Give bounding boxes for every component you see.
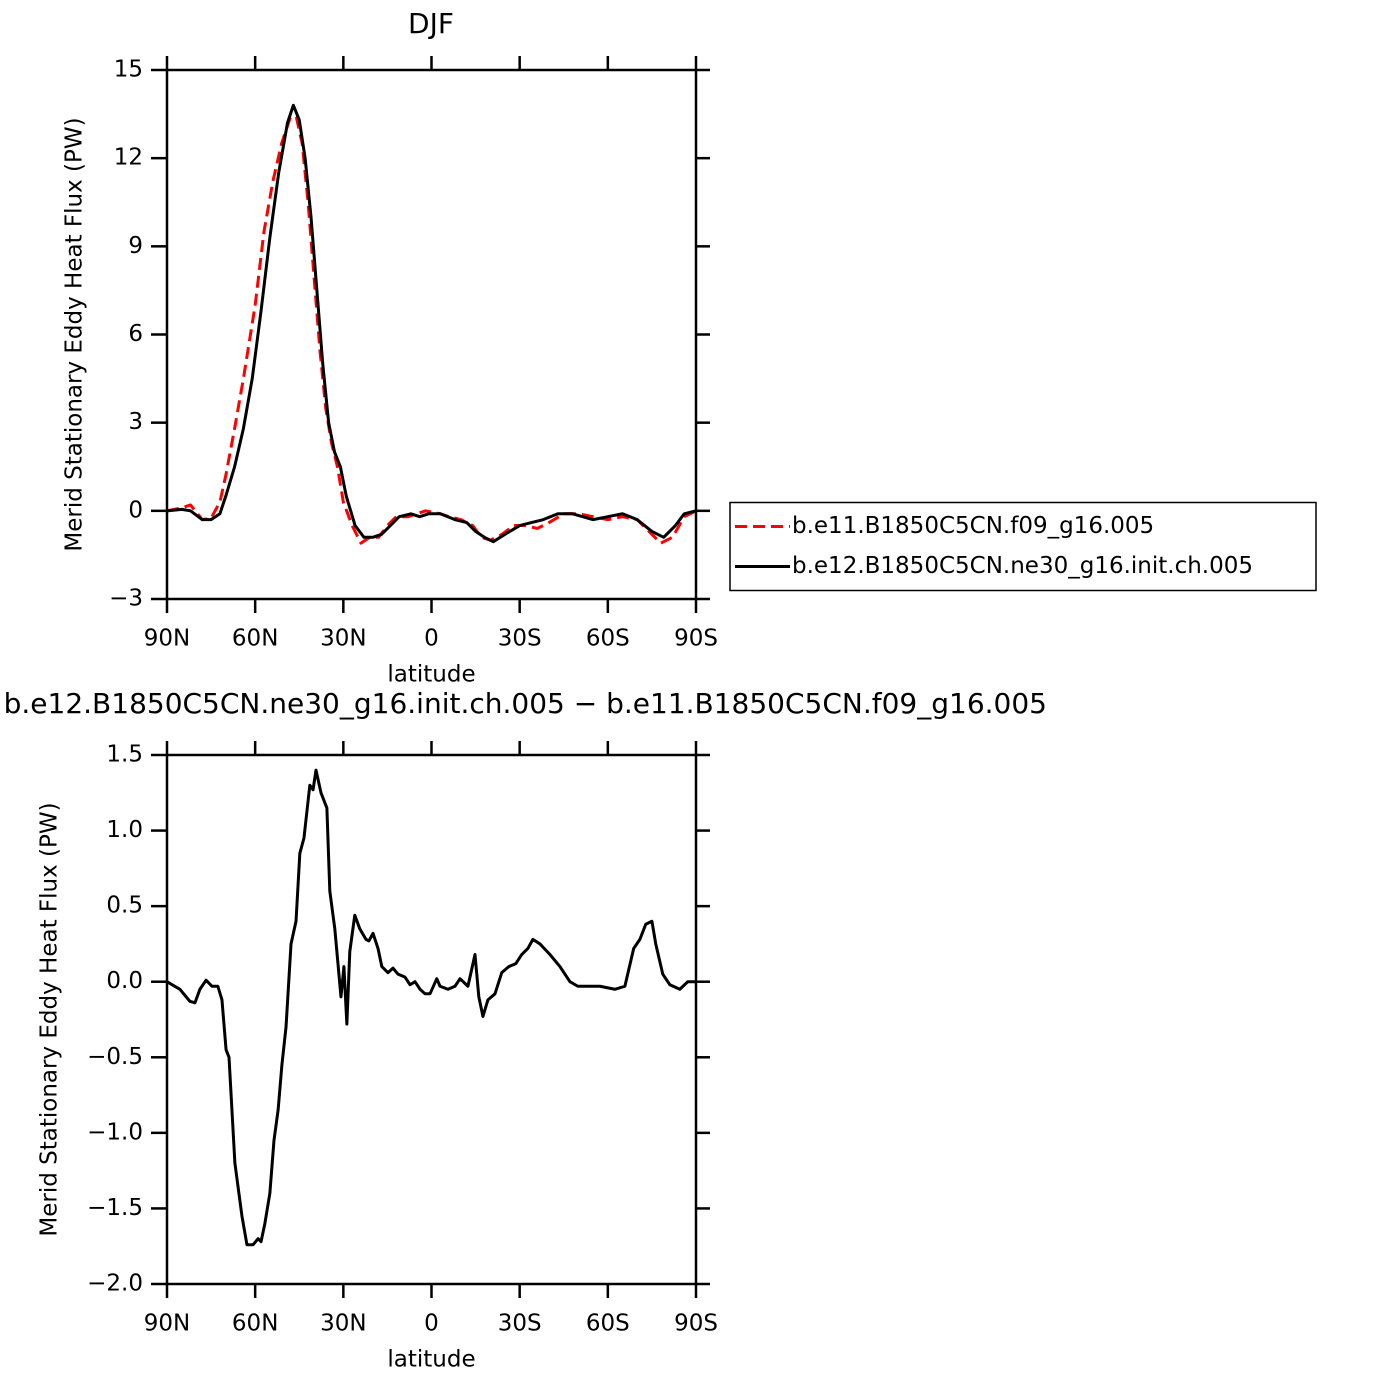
x-tick-label: 60S [586,1311,630,1337]
x-axis-label: latitude [387,662,475,688]
y-tick-label: 0 [128,497,143,523]
x-tick-label: 90N [144,626,190,652]
x-tick-label: 60S [586,626,630,652]
y-tick-label: 0.5 [106,893,143,919]
x-tick-label: 90S [674,626,718,652]
x-tick-label: 0 [424,1311,439,1337]
y-tick-label: 12 [114,145,143,171]
legend-box [729,501,1317,592]
x-tick-label: 0 [424,626,439,652]
legend-label: b.e11.B1850C5CN.f09_g16.005 [792,513,1154,539]
x-tick-label: 60N [232,1311,278,1337]
plot-frame [165,753,698,1286]
chart-title: DJF [408,7,454,40]
y-tick-label: 9 [128,233,143,259]
y-tick-label: −0.5 [87,1044,143,1070]
x-tick-label: 30S [498,1311,542,1337]
y-tick-label: 6 [128,321,143,347]
x-tick-label: 30N [320,626,366,652]
data-line [166,103,697,544]
legend-label: b.e12.B1850C5CN.ne30_g16.init.ch.005 [792,553,1253,579]
x-tick-label: 90N [144,1311,190,1337]
x-tick-label: 90S [674,1311,718,1337]
y-axis-label: Merid Stationary Eddy Heat Flux (PW) [37,802,63,1236]
y-tick-label: 1.0 [106,817,143,843]
y-tick-label: 3 [128,409,143,435]
x-tick-label: 30S [498,626,542,652]
chart-title: b.e12.B1850C5CN.ne30_g16.init.ch.005 − b… [4,687,1047,720]
x-tick-label: 60N [232,626,278,652]
plot-frame [165,68,698,601]
x-tick-label: 30N [320,1311,366,1337]
y-tick-label: 1.5 [106,742,143,768]
y-tick-label: 0.0 [106,968,143,994]
y-tick-label: −1.0 [87,1119,143,1145]
data-line [166,768,696,1247]
y-tick-label: −3 [109,586,143,612]
x-axis-label: latitude [387,1347,475,1373]
y-tick-label: −1.5 [87,1195,143,1221]
y-tick-label: 15 [114,57,143,83]
data-line [166,115,697,545]
y-axis-label: Merid Stationary Eddy Heat Flux (PW) [62,117,88,551]
y-tick-label: −2.0 [87,1271,143,1297]
